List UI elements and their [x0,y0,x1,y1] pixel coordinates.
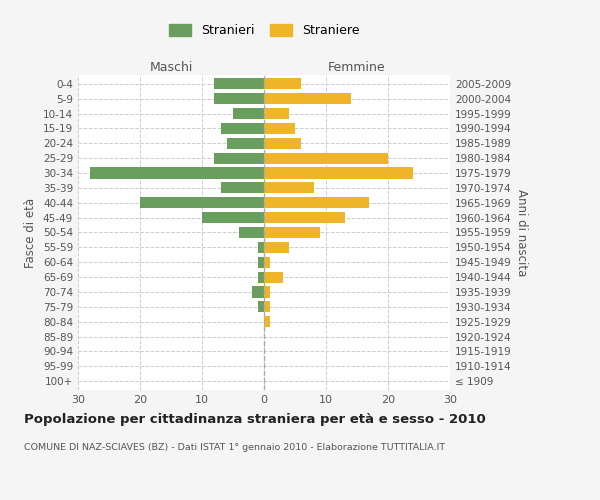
Bar [264,227,320,238]
Bar [258,301,264,312]
Bar [264,108,289,119]
Bar [264,138,301,149]
Bar [258,272,264,282]
Bar [227,138,264,149]
Bar [264,93,351,104]
Y-axis label: Anni di nascita: Anni di nascita [515,189,528,276]
Bar [264,197,370,208]
Bar [264,78,301,90]
Bar [214,93,264,104]
Text: Femmine: Femmine [328,60,386,74]
Bar [91,168,264,178]
Bar [264,182,314,194]
Bar [264,168,413,178]
Text: Popolazione per cittadinanza straniera per età e sesso - 2010: Popolazione per cittadinanza straniera p… [24,412,486,426]
Bar [251,286,264,298]
Bar [140,197,264,208]
Y-axis label: Fasce di età: Fasce di età [25,198,37,268]
Text: Maschi: Maschi [149,60,193,74]
Bar [264,316,270,327]
Bar [264,286,270,298]
Legend: Stranieri, Straniere: Stranieri, Straniere [163,18,365,42]
Text: COMUNE DI NAZ-SCIAVES (BZ) - Dati ISTAT 1° gennaio 2010 - Elaborazione TUTTITALI: COMUNE DI NAZ-SCIAVES (BZ) - Dati ISTAT … [24,442,445,452]
Bar [264,212,344,223]
Bar [264,152,388,164]
Bar [221,182,264,194]
Bar [214,152,264,164]
Bar [258,242,264,253]
Bar [239,227,264,238]
Bar [264,123,295,134]
Bar [233,108,264,119]
Bar [264,301,270,312]
Bar [264,272,283,282]
Bar [202,212,264,223]
Bar [264,242,289,253]
Bar [258,256,264,268]
Bar [221,123,264,134]
Bar [264,256,270,268]
Bar [214,78,264,90]
